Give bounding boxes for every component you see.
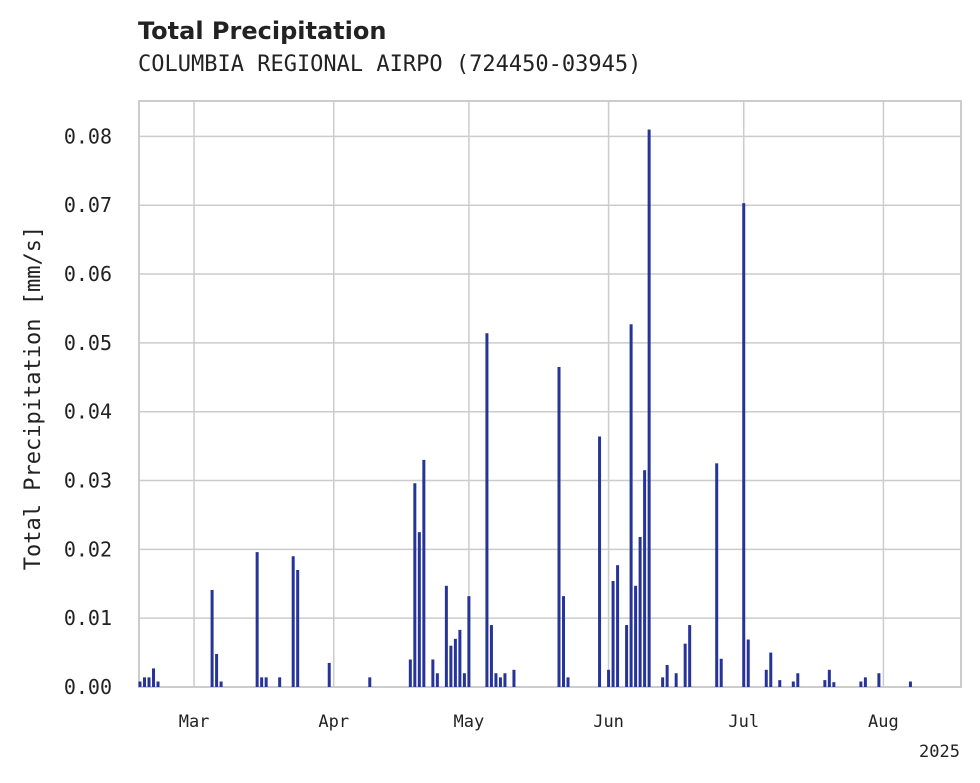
precip-bar	[661, 677, 665, 687]
precip-bar	[260, 677, 264, 687]
precip-bar	[566, 677, 570, 687]
x-tick-label: Mar	[179, 712, 210, 732]
precip-bar	[616, 565, 620, 687]
precip-bar	[219, 681, 223, 687]
x-tick-label: Jul	[728, 712, 759, 732]
precip-bar	[435, 673, 439, 687]
precip-bar	[742, 203, 746, 687]
precip-bar	[598, 436, 602, 687]
precip-bar	[791, 681, 795, 687]
y-tick-label: 0.00	[64, 675, 112, 699]
x-tick-label: May	[454, 712, 485, 732]
precip-bar	[823, 680, 827, 687]
precip-bar	[859, 681, 863, 687]
precip-bar	[147, 677, 151, 687]
y-tick-label: 0.02	[64, 537, 112, 561]
precip-bar	[498, 677, 502, 687]
precip-bar	[291, 556, 295, 687]
x-tick-label: Aug	[868, 712, 899, 732]
precip-bar	[462, 673, 466, 687]
y-tick-label: 0.07	[64, 193, 112, 217]
precip-bar	[674, 673, 678, 687]
bars-group	[138, 129, 912, 687]
x-tick-labels: Mar Apr May Jun Jul Aug	[179, 712, 899, 732]
precip-bar	[643, 470, 647, 687]
y-tick-label: 0.06	[64, 262, 112, 286]
precip-bar	[634, 585, 638, 687]
precip-bar	[863, 677, 867, 687]
y-tick-labels: 0.00 0.01 0.02 0.03 0.04 0.05 0.06 0.07 0.08	[64, 124, 112, 699]
precip-bar	[512, 669, 516, 687]
precip-bar	[719, 658, 723, 687]
precip-bar	[625, 625, 629, 687]
grid-lines	[140, 102, 960, 688]
precip-bar	[327, 662, 331, 687]
precip-bar	[449, 645, 453, 687]
precip-bar	[417, 532, 421, 687]
y-tick-label: 0.01	[64, 606, 112, 630]
y-axis-label: Total Precipitation [mm/s]	[21, 226, 46, 570]
x-year-label: 2025	[919, 742, 960, 762]
precip-bar	[778, 680, 782, 687]
precip-bar	[138, 681, 142, 687]
precip-bar	[413, 483, 417, 687]
precip-bar	[255, 552, 259, 687]
precip-bar	[908, 681, 912, 687]
plot-frame	[138, 100, 962, 688]
precip-bar	[638, 536, 642, 687]
precip-bar	[629, 324, 633, 687]
precip-bar	[715, 463, 719, 687]
precip-bar	[647, 129, 651, 687]
precip-bar	[278, 677, 282, 687]
x-tick-label: Jun	[593, 712, 624, 732]
precip-bar	[264, 677, 268, 687]
precip-bar	[467, 596, 471, 687]
precip-bar	[557, 366, 561, 687]
precip-bar	[156, 681, 160, 687]
precip-bar	[143, 677, 147, 687]
precip-bar	[683, 643, 687, 687]
precip-bar	[796, 673, 800, 687]
y-tick-label: 0.03	[64, 469, 112, 493]
precip-bar	[444, 585, 448, 687]
precip-bar	[764, 669, 768, 687]
y-tick-label: 0.08	[64, 124, 112, 148]
chart-title: Total Precipitation	[138, 17, 387, 45]
precip-bar	[215, 653, 219, 687]
y-tick-label: 0.05	[64, 331, 112, 355]
chart-subtitle: COLUMBIA REGIONAL AIRPO (724450-03945)	[138, 52, 642, 77]
precip-bar	[827, 669, 831, 687]
precip-bar	[611, 581, 615, 687]
precip-bar	[769, 652, 773, 687]
precip-bar	[453, 638, 457, 687]
precip-bar	[210, 589, 214, 687]
precip-bar	[562, 596, 566, 687]
precip-bar	[665, 664, 669, 687]
precip-bar	[607, 669, 611, 687]
precip-bar	[458, 629, 462, 687]
precip-bar	[152, 668, 156, 687]
precip-bar	[832, 682, 836, 687]
y-tick-label: 0.04	[64, 400, 112, 424]
precip-bar	[494, 673, 498, 687]
x-tick-label: Apr	[318, 712, 349, 732]
precip-bar	[368, 677, 372, 687]
precip-bar	[489, 625, 493, 687]
precip-bar	[503, 673, 507, 687]
precip-bar	[688, 625, 692, 687]
precip-bar	[485, 333, 489, 687]
precip-bar	[296, 570, 300, 687]
precip-bar	[422, 459, 426, 687]
precip-bar	[431, 659, 435, 687]
precip-bar	[746, 639, 750, 687]
precip-bar	[877, 673, 881, 687]
precip-bar	[408, 659, 412, 687]
